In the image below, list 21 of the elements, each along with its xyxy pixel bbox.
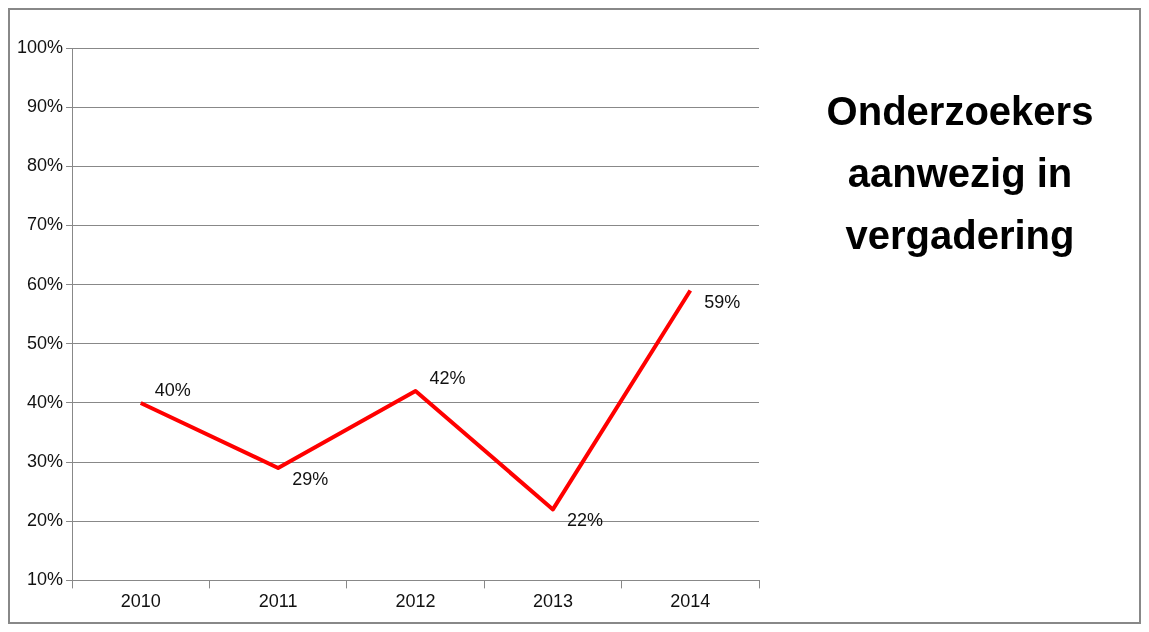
data-label: 29% <box>292 468 329 489</box>
y-tick-label: 40% <box>27 391 64 412</box>
data-label: 42% <box>429 368 466 389</box>
y-tick-label: 90% <box>27 96 64 117</box>
x-tick-label: 2014 <box>670 591 711 612</box>
x-tick-label: 2012 <box>395 591 436 612</box>
y-tick-label: 70% <box>27 214 64 235</box>
y-tick-label: 60% <box>27 273 64 294</box>
x-tick-label: 2011 <box>258 591 298 612</box>
y-tick-label: 30% <box>27 451 64 472</box>
y-tick-label: 20% <box>27 510 64 531</box>
y-tick-label: 50% <box>27 332 64 353</box>
data-label: 59% <box>704 291 741 312</box>
y-tick-label: 100% <box>16 36 64 57</box>
data-label: 40% <box>154 379 191 400</box>
text: Onderzoekers aanwezig in vergadering <box>825 88 1095 259</box>
x-tick-label: 2010 <box>120 591 161 612</box>
y-tick-label: 80% <box>27 155 64 176</box>
x-tick-label: 2013 <box>532 591 573 612</box>
y-tick-label: 10% <box>27 569 64 590</box>
data-label: 22% <box>566 510 603 531</box>
